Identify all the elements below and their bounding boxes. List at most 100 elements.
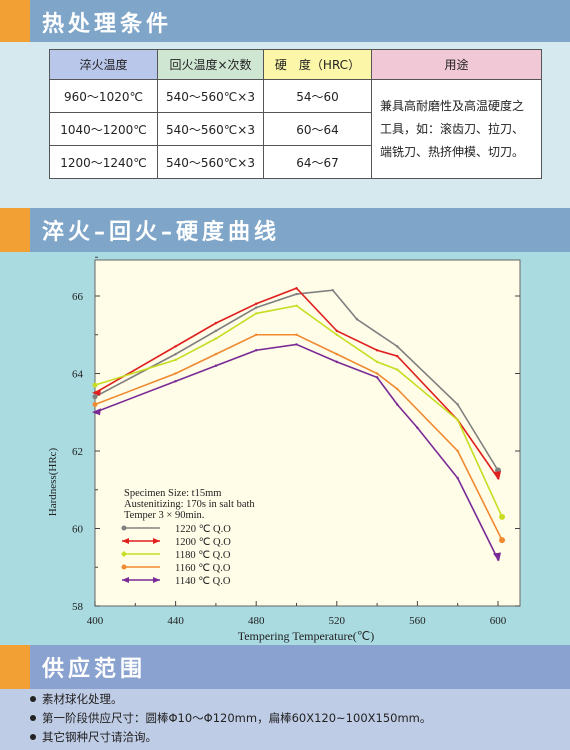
data-point (396, 403, 399, 406)
data-point (375, 372, 379, 375)
legend-label: 1220 ℃ Q.O (175, 524, 231, 535)
legend: 1220 ℃ Q.O 1200 ℃ Q.O 1180 ℃ Q.O 1160 ℃ Q.O… (121, 524, 231, 587)
chart-annotation: Austenitizing: 170s in salt bath (124, 499, 255, 510)
start-dot-marker (92, 394, 98, 400)
series-line (94, 289, 499, 471)
data-point (214, 352, 218, 356)
end-arrow-marker (493, 552, 501, 562)
legend-label: 1140 ℃ Q.O (175, 576, 231, 587)
heat-treatment-table: 淬火温度 回火温度×次数 硬 度（HRC） 用途 960～1020℃ 540～5… (49, 49, 542, 179)
usage-line: 端铣刀、热挤伸模、切刀。 (380, 144, 525, 159)
header-quench-temp: 淬火温度 (49, 49, 158, 80)
y-tick-label: 62 (72, 446, 83, 458)
y-tick-label: 64 (72, 369, 84, 381)
section-header-heat-treatment: 热处理条件 (0, 0, 570, 44)
data-point (335, 360, 338, 364)
list-item: 其它钢种尺寸请洽询。 (30, 728, 431, 747)
cell-hardness: 60～64 (263, 112, 372, 146)
cell-temper-temp: 540～560℃×3 (157, 79, 264, 113)
data-point (174, 358, 177, 362)
y-tick-label: 58 (72, 601, 84, 613)
hardness-chart: 400 440 480 520 560 600 58 60 62 64 66 Specimen Si… (47, 256, 521, 643)
supply-panel (0, 689, 570, 750)
section-header-curve: 淬火–回火–硬度曲线 (0, 208, 570, 252)
section-accent (0, 0, 30, 44)
axis-ticks: 400 440 480 520 560 600 58 60 62 64 66 (72, 256, 520, 627)
data-point (295, 292, 298, 296)
chart-annotation: Specimen Size: t15mm (124, 488, 221, 499)
data-point (214, 337, 218, 340)
legend-dot-marker (121, 525, 127, 531)
series-line (94, 333, 503, 541)
data-point (174, 352, 177, 356)
start-dot-marker (92, 382, 98, 388)
legend-arrow-marker (153, 577, 160, 583)
data-point (214, 364, 218, 367)
start-arrow-marker (92, 408, 101, 416)
list-item-text: 素材球化处理。 (42, 692, 123, 706)
data-point (396, 368, 399, 371)
data-point (456, 476, 459, 480)
section-title: 热处理条件 (42, 12, 173, 37)
list-item-text: 其它钢种尺寸请洽询。 (42, 730, 157, 744)
data-point (174, 380, 177, 383)
y-axis-label: Hardness(HRc) (47, 447, 59, 516)
data-point (375, 376, 379, 379)
end-dot-marker (499, 513, 506, 520)
legend-arrow-marker (153, 538, 160, 544)
data-point (335, 329, 338, 333)
header-temper-temp: 回火温度×次数 (157, 49, 264, 80)
series-line (94, 287, 499, 479)
cell-usage: 兼具高耐磨性及高温硬度之 工具，如：滚齿刀、拉刀、 端铣刀、热挤伸模、切刀。 (371, 79, 542, 179)
data-point (416, 426, 419, 429)
data-point (456, 449, 459, 453)
data-point (396, 354, 399, 358)
data-point (174, 345, 177, 348)
start-arrow-marker (92, 388, 101, 396)
cell-quench-temp: 960～1020℃ (49, 79, 158, 113)
cell-hardness: 64～67 (263, 145, 372, 179)
table-row: 960～1020℃ 540～560℃×3 54～60 兼具高耐磨性及高温硬度之 … (49, 79, 542, 179)
header-usage: 用途 (371, 49, 542, 80)
section-accent (0, 645, 30, 689)
data-point (295, 287, 298, 290)
data-point (456, 418, 459, 422)
bullet-icon (30, 733, 36, 740)
bullet-icon (30, 714, 36, 721)
data-point (295, 333, 298, 336)
x-tick-label: 480 (248, 615, 265, 627)
start-dot-marker (92, 402, 98, 407)
legend-arrow-marker (122, 577, 129, 583)
end-arrow-marker (493, 471, 501, 481)
data-point (375, 360, 379, 364)
end-dot-marker (499, 537, 506, 544)
y-tick-label: 66 (72, 291, 84, 303)
x-tick-label: 560 (409, 615, 426, 627)
section-title: 淬火–回火–硬度曲线 (42, 220, 281, 245)
data-point (396, 345, 399, 348)
data-point (214, 321, 218, 325)
legend-label: 1180 ℃ Q.O (175, 550, 231, 561)
data-point (456, 403, 459, 406)
usage-line: 工具，如：滚齿刀、拉刀、 (380, 121, 525, 136)
series-line (94, 304, 503, 518)
data-point (255, 333, 258, 336)
section-header-supply: 供应范围 (0, 645, 570, 689)
legend-arrow-marker (122, 538, 129, 544)
data-point (255, 349, 258, 352)
table-header-row: 淬火温度 回火温度×次数 硬 度（HRC） 用途 (49, 49, 542, 80)
legend-label: 1200 ℃ Q.O (175, 537, 231, 548)
data-point (375, 349, 379, 352)
usage-line: 兼具高耐磨性及高温硬度之 (380, 98, 525, 113)
data-point (331, 288, 334, 292)
data-point (255, 302, 258, 305)
x-tick-label: 520 (329, 615, 346, 627)
section-accent (0, 208, 30, 252)
header-hardness: 硬 度（HRC） (263, 49, 372, 80)
data-point (255, 306, 258, 309)
cell-quench-temp: 1040～1200℃ (49, 112, 158, 146)
bullet-icon (30, 695, 36, 702)
table-row: 1040～1200℃ 540～560℃×3 60～64 (49, 112, 542, 146)
cell-temper-temp: 540～560℃×3 (157, 145, 264, 179)
data-point (255, 312, 258, 315)
